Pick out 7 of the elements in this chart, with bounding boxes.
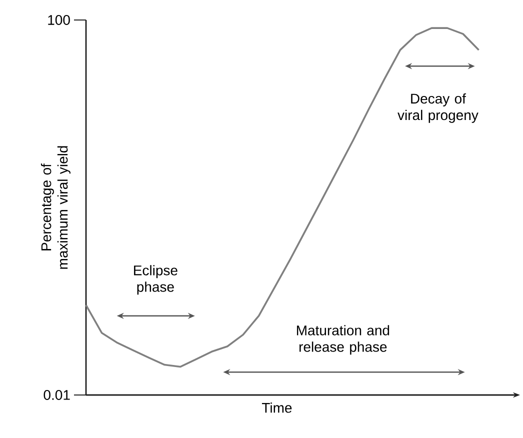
y-tick-label: 100 [48,15,70,25]
y-tick-label: 0.01 [44,390,70,400]
annotation: Decay of viral progeny [398,93,478,123]
y-axis-title: Percentage of maximum viral yield [40,146,70,269]
annotation: Eclipse phase [134,265,178,295]
annotation: Maturation and release phase [296,325,390,355]
x-axis-title: Time [262,402,292,413]
